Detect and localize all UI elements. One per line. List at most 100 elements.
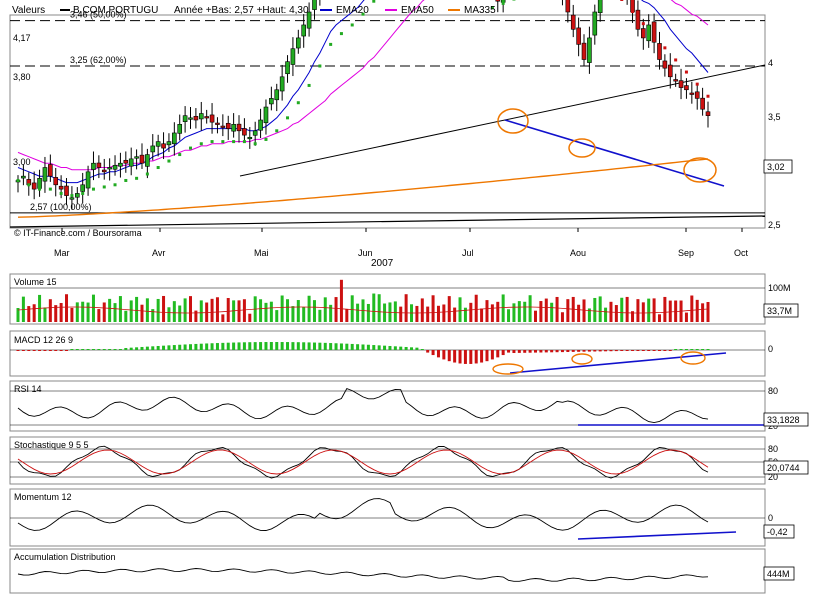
price-panel [9,14,766,229]
fibonacci-levels: 4,30 (0,00%)3,89 (24,00%)3,65 (38,00%)3,… [10,10,765,214]
uptrend-line [239,64,766,177]
ad-path [17,568,709,582]
candle-body [21,175,26,179]
candle-body [587,37,592,63]
macd-bar [339,343,343,350]
candle-body [85,171,91,189]
macd-bar [242,342,246,350]
volume-bar [199,300,203,322]
macd-bar [194,343,198,350]
candle-body [53,177,59,186]
candle-body [80,184,85,192]
volume-bar [237,300,241,322]
macd-bar [248,342,252,350]
macd-bar [345,343,349,350]
macd-bar [566,350,570,352]
volume-panel [9,273,766,325]
sar-dot [684,70,688,74]
volume-bar [280,295,284,322]
macd-bar [690,349,694,350]
sar-dot [253,142,257,146]
volume-bar [517,301,521,322]
volume-bar [189,296,192,322]
macd-bar [512,350,516,353]
volume-bar [124,310,128,322]
candle-body [198,113,204,120]
stoch-panel [9,436,766,485]
macd-bar [118,349,122,350]
macd-bar [560,350,564,353]
volume-bar [242,299,246,322]
fib-label-3: 3,46 (50,00%) [70,10,127,20]
macd-bar [431,350,435,356]
momentum-line [10,498,765,540]
legend-label-3: EMA50 [401,5,434,16]
annotation-circles [497,108,717,183]
month-label-avr: Avr [152,248,165,258]
volume-bar [663,296,667,322]
macd-bar [215,343,219,350]
volume-bar [167,307,171,322]
volume-bar [695,299,699,322]
sar-dot [631,10,635,14]
volume-bar [598,296,602,322]
volume-tick-100m: 100M [768,283,791,293]
macd-bar [162,345,166,350]
sar-dot [81,191,85,195]
month-label-mai: Mai [254,248,269,258]
macd-bar [474,350,478,364]
macd-bar [523,350,527,353]
candle-body [74,193,80,198]
sar-dot [286,116,290,120]
candle-body [150,145,156,153]
price-tick-4: 4 [768,58,773,68]
volume-bar [27,306,31,322]
volume-bar [474,294,478,322]
price-tick-2-5: 2,5 [768,220,781,230]
macd-bar [366,344,370,350]
macd-bar [625,350,629,351]
volume-bar [75,302,79,322]
macd-bar [91,349,95,350]
macd-bar [151,346,155,350]
momentum-tick-0: 0 [768,513,773,523]
candle-body [69,197,75,200]
legend-swatch-3 [385,9,397,11]
macd-bar [695,349,699,350]
sar-dot [329,42,333,46]
stoch-d-line [17,449,709,475]
macd-bar [323,342,327,350]
candle-body [581,42,587,60]
macd-bar [582,350,586,352]
sar-dot [156,166,160,170]
macd-bar [189,344,192,350]
candle-body [667,64,673,78]
sar-dot [264,137,268,141]
legend-label-0: B.COM.PORTUGU [73,5,158,16]
momentum-label: Momentum 12 [14,492,72,502]
sar-dot [189,146,192,150]
volume-bar [345,309,349,322]
trendlines [9,64,766,228]
macd-bar [86,349,90,350]
volume-bar [701,303,705,322]
volume-bar [302,307,306,322]
volume-bar [70,307,74,322]
candle-body [242,128,247,136]
volume-bar [555,296,559,322]
macd-bar [388,345,392,350]
macd-bar [59,350,63,351]
macd-bar [286,342,290,350]
volume-bar [145,298,149,322]
last-price-box [763,159,793,174]
rsi-last-value: 33,1828 [767,415,800,425]
macd-bar [587,350,591,352]
volume-bar [323,297,327,322]
year-label: 2007 [371,258,394,269]
sar-dot [501,1,505,5]
volume-bar [140,304,144,322]
volume-last-box [763,303,799,318]
sar-dot [113,183,117,187]
volume-bar [215,297,219,322]
macd-bar [539,350,543,353]
